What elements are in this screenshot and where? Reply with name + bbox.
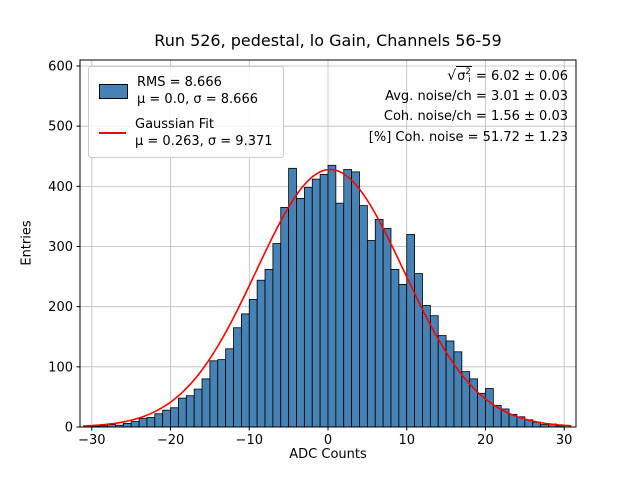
histogram-bar [240, 313, 250, 428]
sigma-subscript: i [468, 75, 471, 85]
y-tick-label: 600 [48, 60, 73, 75]
y-tick-label: 200 [48, 300, 73, 315]
x-tick-label: 10 [398, 433, 415, 448]
histogram-bar [146, 416, 156, 428]
histogram-bar [288, 167, 297, 428]
histogram-bar [296, 197, 305, 428]
legend-label-fit: Gaussian Fit [135, 117, 215, 132]
legend-entry-gaussian-fit: Gaussian Fit μ = 0.263, σ = 9.371 [99, 116, 273, 150]
legend-fit-labels: Gaussian Fit μ = 0.263, σ = 9.371 [135, 116, 273, 150]
x-tick-label: 20 [477, 433, 494, 448]
histogram-bar [162, 409, 171, 428]
histogram-bar [185, 395, 195, 428]
histogram-bar [154, 413, 164, 428]
histogram-bar [390, 268, 400, 428]
histogram-bar [327, 164, 337, 428]
histogram-bar [335, 202, 345, 428]
y-tick-label: 300 [48, 240, 73, 255]
annotation-avg-noise: Avg. noise/ch = 3.01 ± 0.03 [385, 88, 568, 104]
histogram-bar [382, 228, 392, 428]
histogram-bar [209, 360, 219, 428]
y-tick-label: 100 [48, 360, 73, 375]
histogram-bar [343, 169, 353, 428]
histogram-bar [170, 407, 179, 428]
histogram-bar [359, 205, 368, 428]
gaussian-fit-curve [83, 168, 572, 427]
x-tick-label: −20 [157, 433, 184, 448]
histogram-bar [130, 421, 140, 428]
x-tick-label: 30 [556, 433, 573, 448]
annotation-sqrt-sigma: √ σ 2 i = 6.02 ± 0.06 [369, 66, 568, 87]
histogram-bar [122, 422, 132, 428]
histogram-bar [225, 348, 234, 428]
histogram-bar [485, 388, 494, 428]
stats-annotations: √ σ 2 i = 6.02 ± 0.06 Avg. noise/ch = 3.01 … [369, 66, 568, 148]
histogram-bar [280, 206, 290, 428]
x-tick-label: −30 [78, 433, 105, 448]
y-tick-label: 0 [65, 421, 73, 436]
histogram-bar [351, 171, 360, 428]
sigma-superscript: 2 [465, 67, 471, 77]
histogram-bar [311, 178, 321, 428]
histogram-bar [453, 351, 463, 428]
legend-label-hist-stats: μ = 0.0, σ = 8.666 [137, 92, 258, 107]
annotation-coh-noise-pct: [%] Coh. noise = 51.72 ± 1.23 [368, 129, 568, 145]
histogram-bar [138, 418, 148, 428]
histogram-bar [233, 327, 242, 428]
histogram-bar [398, 284, 408, 428]
sqrt-value: = 6.02 ± 0.06 [471, 69, 568, 84]
gaussian-fit-legend-line-icon [99, 132, 126, 134]
histogram-bar [201, 378, 211, 428]
histogram-bar [319, 173, 329, 428]
histogram-bar [178, 397, 187, 428]
legend-histogram-labels: RMS = 8.666 μ = 0.0, σ = 8.666 [137, 74, 258, 108]
histogram-bar [193, 388, 203, 428]
histogram-bar [256, 279, 266, 428]
histogram-bar [374, 219, 384, 428]
x-tick-label: 0 [324, 433, 332, 448]
x-tick-label: −10 [236, 433, 263, 448]
legend-label-fit-stats: μ = 0.263, σ = 9.371 [135, 134, 273, 149]
legend: RMS = 8.666 μ = 0.0, σ = 8.666 Gaussian … [88, 66, 284, 158]
histogram-bar [248, 299, 258, 428]
histogram-bar [272, 243, 282, 428]
legend-entry-histogram: RMS = 8.666 μ = 0.0, σ = 8.666 [99, 74, 273, 108]
y-tick-label: 400 [48, 180, 73, 195]
histogram-bar [406, 234, 416, 428]
sqrt-sign: √ [447, 68, 457, 84]
legend-label-rms: RMS = 8.666 [137, 75, 222, 90]
sigma-symbol: σ [457, 69, 466, 84]
histogram-bar [366, 240, 376, 428]
chart-title: Run 526, pedestal, lo Gain, Channels 56-… [154, 31, 502, 50]
histogram-legend-patch-icon [99, 83, 128, 99]
y-tick-label: 500 [48, 120, 73, 135]
histogram-bar [264, 268, 274, 428]
x-axis-label: ADC Counts [289, 447, 367, 462]
histogram-bar [217, 359, 227, 428]
histogram-bar [303, 187, 313, 428]
annotation-coh-noise: Coh. noise/ch = 1.56 ± 0.03 [383, 109, 568, 124]
y-axis-label: Entries [19, 220, 35, 266]
